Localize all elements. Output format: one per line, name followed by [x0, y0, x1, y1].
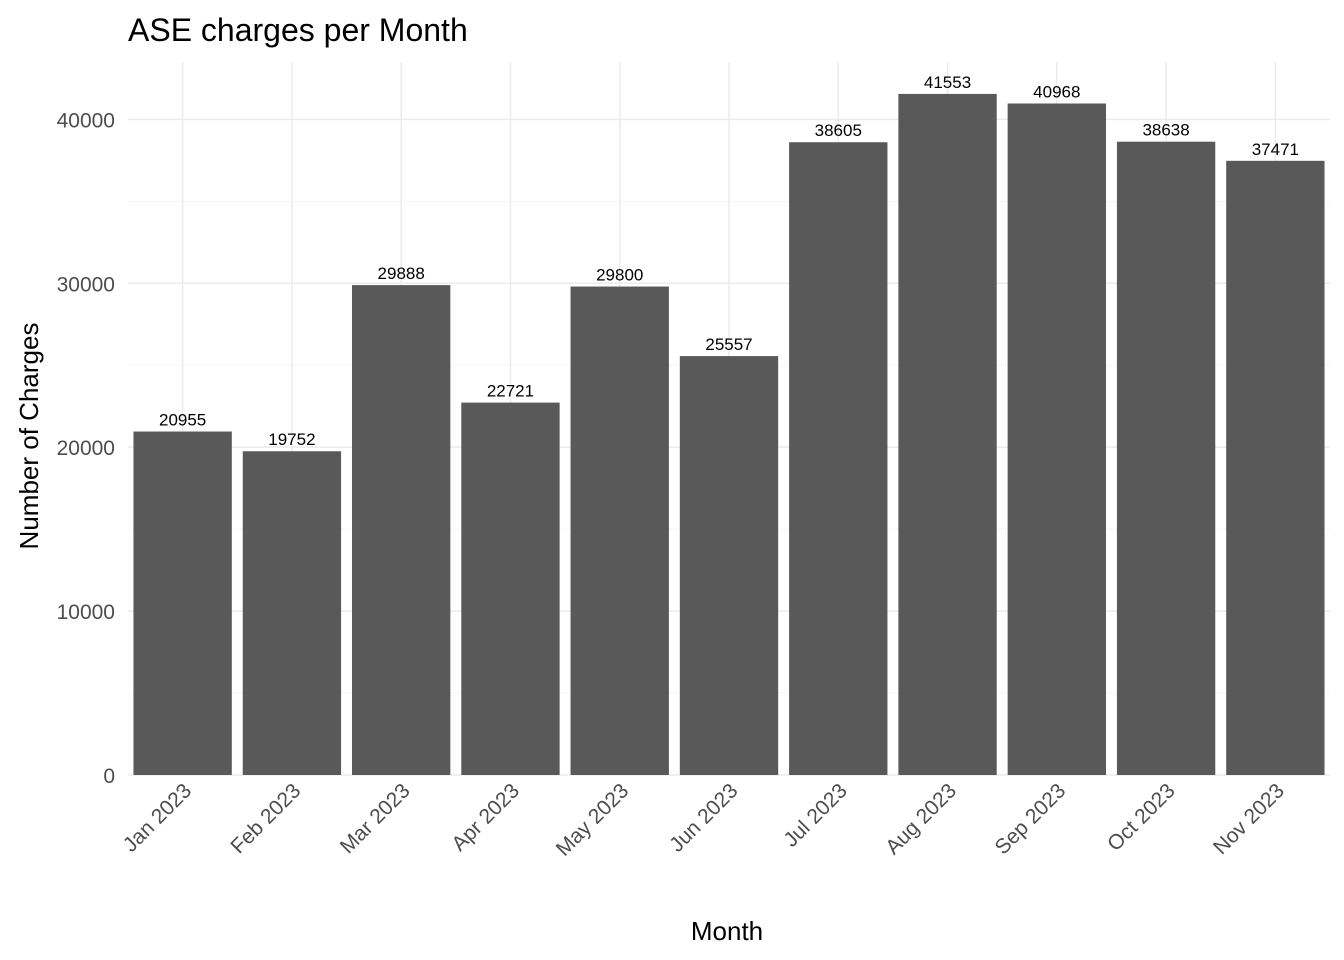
x-tick-label: Mar 2023: [336, 779, 415, 858]
x-tick-label: May 2023: [552, 779, 633, 860]
bar: [1007, 103, 1106, 775]
bars: [133, 93, 1325, 776]
x-tick-label: Feb 2023: [226, 779, 305, 858]
bar-value-label: 38605: [815, 121, 862, 140]
bar-value-labels: 20955 19752 29888 22721 29800 25557 38605 41553…: [159, 73, 1299, 449]
x-tick-label: Jan 2023: [119, 779, 196, 856]
bar: [679, 356, 779, 775]
x-tick-label: Apr 2023: [447, 779, 524, 856]
y-tick-label: 40000: [57, 109, 115, 132]
bar-value-label: 41553: [924, 73, 971, 92]
bar-value-label: 40968: [1033, 83, 1080, 102]
bar-value-label: 20955: [159, 411, 206, 430]
bar: [242, 451, 342, 775]
bar: [1226, 160, 1325, 775]
bar-value-label: 25557: [705, 335, 752, 354]
bar-value-label: 38638: [1142, 121, 1189, 140]
bar-value-label: 29800: [596, 266, 643, 285]
bar-value-label: 22721: [487, 382, 534, 401]
y-axis-tick-labels: 0 10000 20000 30000 40000: [57, 109, 115, 788]
y-tick-label: 10000: [57, 601, 115, 624]
y-tick-label: 0: [103, 765, 115, 788]
x-axis-tick-labels: Jan 2023 Feb 2023 Mar 2023 Apr 2023 May 2023…: [119, 779, 1289, 860]
x-tick-label: Nov 2023: [1209, 779, 1289, 859]
bar: [898, 93, 997, 775]
bar: [352, 285, 451, 775]
bar: [789, 142, 888, 776]
bar: [133, 431, 232, 775]
y-tick-label: 30000: [57, 273, 115, 296]
y-tick-label: 20000: [57, 437, 115, 460]
bar: [461, 402, 560, 775]
bar-value-label: 29888: [378, 264, 425, 283]
x-tick-label: Jul 2023: [779, 779, 851, 851]
bar-value-label: 37471: [1252, 140, 1299, 159]
bar: [1116, 141, 1216, 776]
bar-value-label: 19752: [268, 430, 315, 449]
x-axis-title: Month: [691, 916, 763, 946]
bar: [570, 286, 669, 775]
x-tick-label: Oct 2023: [1103, 779, 1180, 856]
y-axis-title: Number of Charges: [14, 323, 44, 550]
chart-title: ASE charges per Month: [128, 12, 468, 48]
x-tick-label: Sep 2023: [991, 779, 1071, 859]
x-tick-label: Aug 2023: [881, 779, 961, 859]
x-tick-label: Jun 2023: [665, 779, 742, 856]
